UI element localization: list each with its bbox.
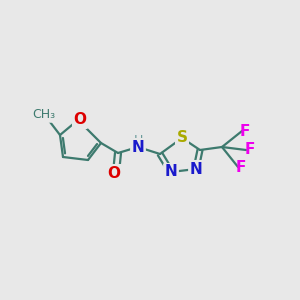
Text: CH₃: CH₃ <box>32 109 56 122</box>
Text: N: N <box>132 140 144 154</box>
Text: N: N <box>165 164 177 179</box>
Text: H: H <box>133 134 143 148</box>
Text: S: S <box>176 130 188 146</box>
Text: O: O <box>74 112 86 128</box>
Text: N: N <box>190 161 202 176</box>
Text: F: F <box>236 160 246 175</box>
Text: F: F <box>240 124 250 139</box>
Text: F: F <box>245 142 255 158</box>
Text: O: O <box>107 166 121 181</box>
